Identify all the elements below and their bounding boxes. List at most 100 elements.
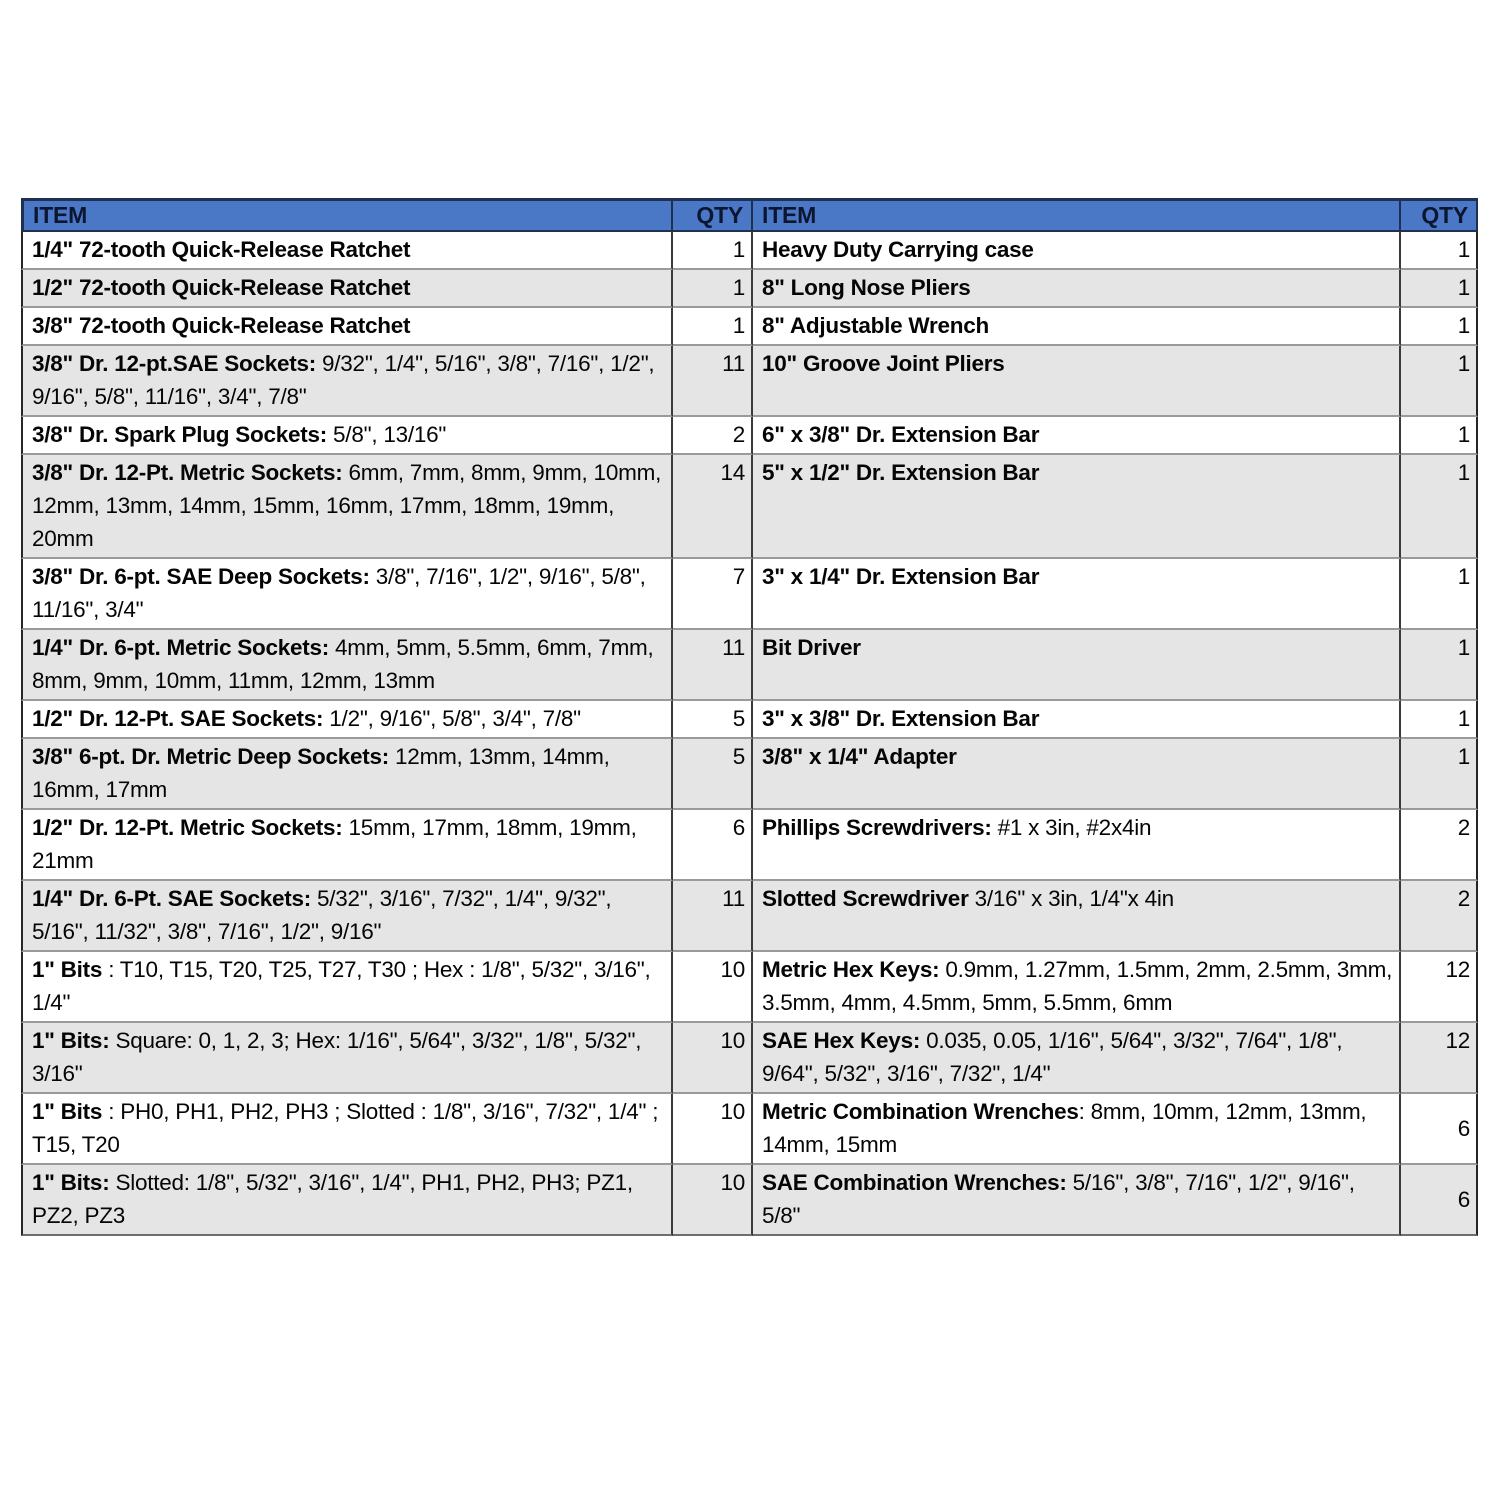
qty-cell: 1 xyxy=(1401,270,1478,308)
item-cell: 8" Adjustable Wrench xyxy=(753,308,1401,346)
item-name: 3/8" 6-pt. Dr. Metric Deep Sockets: xyxy=(32,744,390,769)
qty-cell: 1 xyxy=(1401,455,1478,559)
item-sizes: Slotted: 1/8", 5/32", 3/16", 1/4", PH1, … xyxy=(32,1170,633,1228)
parts-table-body: 1/4" 72-tooth Quick-Release Ratchet 1 Heav… xyxy=(21,232,1478,1236)
item-name: Phillips Screwdrivers: xyxy=(762,815,992,840)
table-row: 3/8" 6-pt. Dr. Metric Deep Sockets: 12mm… xyxy=(21,739,1478,810)
table-row: 3/8" Dr. 6-pt. SAE Deep Sockets: 3/8", 7… xyxy=(21,559,1478,630)
item-name: 1" Bits xyxy=(32,957,103,982)
item-name: 5" x 1/2" Dr. Extension Bar xyxy=(762,460,1040,485)
qty-cell: 10 xyxy=(673,1165,753,1236)
item-cell: 10" Groove Joint Pliers xyxy=(753,346,1401,417)
table-row: 1" Bits: Square: 0, 1, 2, 3; Hex: 1/16",… xyxy=(21,1023,1478,1094)
item-cell: 3" x 3/8" Dr. Extension Bar xyxy=(753,701,1401,739)
qty-cell: 12 xyxy=(1401,952,1478,1023)
item-cell: Metric Combination Wrenches: 8mm, 10mm, … xyxy=(753,1094,1401,1165)
item-cell: 8" Long Nose Pliers xyxy=(753,270,1401,308)
item-name: 10" Groove Joint Pliers xyxy=(762,351,1005,376)
item-cell: SAE Hex Keys: 0.035, 0.05, 1/16", 5/64",… xyxy=(753,1023,1401,1094)
item-cell: 3/8" Dr. 12-Pt. Metric Sockets: 6mm, 7mm… xyxy=(21,455,673,559)
item-name: 3/8" Dr. 6-pt. SAE Deep Sockets: xyxy=(32,564,370,589)
item-cell: 3/8" Dr. Spark Plug Sockets: 5/8", 13/16… xyxy=(21,417,673,455)
qty-cell: 6 xyxy=(1401,1094,1478,1165)
item-name: 8" Adjustable Wrench xyxy=(762,313,989,338)
item-name: 3/8" Dr. Spark Plug Sockets: xyxy=(32,422,328,447)
item-name: 1/4" Dr. 6-Pt. SAE Sockets: xyxy=(32,886,312,911)
header-row: ITEM QTY ITEM QTY xyxy=(21,198,1478,232)
qty-cell: 10 xyxy=(673,952,753,1023)
table-row: 3/8" Dr. 12-Pt. Metric Sockets: 6mm, 7mm… xyxy=(21,455,1478,559)
item-sizes: 0.035, 0.05, 1/16", 5/64", 3/32", 7/64",… xyxy=(762,1028,1343,1086)
item-sizes: 0.9mm, 1.27mm, 1.5mm, 2mm, 2.5mm, 3mm, 3… xyxy=(762,957,1393,1015)
item-sizes: 12mm, 13mm, 14mm, 16mm, 17mm xyxy=(32,744,610,802)
item-cell: 3/8" 72-tooth Quick-Release Ratchet xyxy=(21,308,673,346)
item-name: Metric Hex Keys: xyxy=(762,957,940,982)
item-cell: 6" x 3/8" Dr. Extension Bar xyxy=(753,417,1401,455)
item-cell: SAE Combination Wrenches: 5/16", 3/8", 7… xyxy=(753,1165,1401,1236)
item-name: 1" Bits: xyxy=(32,1028,110,1053)
item-name: 1/4" 72-tooth Quick-Release Ratchet xyxy=(32,237,411,262)
qty-cell: 1 xyxy=(1401,417,1478,455)
item-name: Metric Combination Wrenches xyxy=(762,1099,1079,1124)
qty-cell: 6 xyxy=(673,810,753,881)
header-qty-right: QTY xyxy=(1401,198,1478,232)
header-item-left: ITEM xyxy=(21,198,673,232)
table-row: 1/2" 72-tooth Quick-Release Ratchet 1 8" L… xyxy=(21,270,1478,308)
item-cell: 1/4" Dr. 6-Pt. SAE Sockets: 5/32", 3/16"… xyxy=(21,881,673,952)
item-sizes: 5/32", 3/16", 7/32", 1/4", 9/32", 5/16",… xyxy=(32,886,612,944)
item-cell: Bit Driver xyxy=(753,630,1401,701)
item-cell: 3/8" Dr. 6-pt. SAE Deep Sockets: 3/8", 7… xyxy=(21,559,673,630)
item-name: 1" Bits xyxy=(32,1099,103,1124)
item-name: Heavy Duty Carrying case xyxy=(762,237,1034,262)
qty-cell: 2 xyxy=(673,417,753,455)
item-name: Bit Driver xyxy=(762,635,861,660)
item-cell: Metric Hex Keys: 0.9mm, 1.27mm, 1.5mm, 2… xyxy=(753,952,1401,1023)
item-cell: 5" x 1/2" Dr. Extension Bar xyxy=(753,455,1401,559)
item-sizes: 3/16" x 3in, 1/4"x 4in xyxy=(968,886,1175,911)
item-sizes: 15mm, 17mm, 18mm, 19mm, 21mm xyxy=(32,815,637,873)
item-sizes: 5/8", 13/16" xyxy=(327,422,447,447)
table-row: 3/8" Dr. Spark Plug Sockets: 5/8", 13/16… xyxy=(21,417,1478,455)
item-sizes: 6mm, 7mm, 8mm, 9mm, 10mm, 12mm, 13mm, 14… xyxy=(32,460,662,551)
item-cell: 1" Bits : PH0, PH1, PH2, PH3 ; Slotted :… xyxy=(21,1094,673,1165)
table-row: 1/4" Dr. 6-pt. Metric Sockets: 4mm, 5mm,… xyxy=(21,630,1478,701)
qty-cell: 1 xyxy=(1401,308,1478,346)
qty-cell: 11 xyxy=(673,346,753,417)
qty-cell: 1 xyxy=(1401,739,1478,810)
qty-cell: 2 xyxy=(1401,810,1478,881)
item-cell: 1/2" 72-tooth Quick-Release Ratchet xyxy=(21,270,673,308)
item-name: 1" Bits: xyxy=(32,1170,110,1195)
item-name: 3" x 3/8" Dr. Extension Bar xyxy=(762,706,1040,731)
table-row: 1/2" Dr. 12-Pt. Metric Sockets: 15mm, 17… xyxy=(21,810,1478,881)
qty-cell: 7 xyxy=(673,559,753,630)
header-item-right: ITEM xyxy=(753,198,1401,232)
item-sizes: 9/32", 1/4", 5/16", 3/8", 7/16", 1/2", 9… xyxy=(32,351,655,409)
qty-cell: 5 xyxy=(673,739,753,810)
item-cell: 1" Bits : T10, T15, T20, T25, T27, T30 ;… xyxy=(21,952,673,1023)
qty-cell: 11 xyxy=(673,881,753,952)
item-cell: 3/8" x 1/4" Adapter xyxy=(753,739,1401,810)
item-sizes: 3/8", 7/16", 1/2", 9/16", 5/8", 11/16", … xyxy=(32,564,646,622)
item-sizes: : T10, T15, T20, T25, T27, T30 ; Hex : 1… xyxy=(32,957,651,1015)
item-sizes: 1/2", 9/16", 5/8", 3/4", 7/8" xyxy=(323,706,581,731)
item-sizes: : 8mm, 10mm, 12mm, 13mm, 14mm, 15mm xyxy=(762,1099,1367,1157)
item-cell: 1/2" Dr. 12-Pt. Metric Sockets: 15mm, 17… xyxy=(21,810,673,881)
header-qty-left: QTY xyxy=(673,198,753,232)
table-row: 3/8" Dr. 12-pt.SAE Sockets: 9/32", 1/4",… xyxy=(21,346,1478,417)
item-name: Slotted Screwdriver xyxy=(762,886,969,911)
item-sizes: 4mm, 5mm, 5.5mm, 6mm, 7mm, 8mm, 9mm, 10m… xyxy=(32,635,654,693)
table-row: 1" Bits : T10, T15, T20, T25, T27, T30 ;… xyxy=(21,952,1478,1023)
item-cell: Slotted Screwdriver 3/16" x 3in, 1/4"x 4… xyxy=(753,881,1401,952)
table-row: 1/4" 72-tooth Quick-Release Ratchet 1 Heav… xyxy=(21,232,1478,270)
item-name: 1/2" Dr. 12-Pt. Metric Sockets: xyxy=(32,815,343,840)
item-name: SAE Combination Wrenches: xyxy=(762,1170,1067,1195)
item-sizes: Square: 0, 1, 2, 3; Hex: 1/16", 5/64", 3… xyxy=(32,1028,642,1086)
item-name: 3/8" Dr. 12-Pt. Metric Sockets: xyxy=(32,460,343,485)
qty-cell: 11 xyxy=(673,630,753,701)
item-cell: 1/4" 72-tooth Quick-Release Ratchet xyxy=(21,232,673,270)
qty-cell: 6 xyxy=(1401,1165,1478,1236)
qty-cell: 1 xyxy=(673,270,753,308)
qty-cell: 10 xyxy=(673,1094,753,1165)
item-cell: 3/8" 6-pt. Dr. Metric Deep Sockets: 12mm… xyxy=(21,739,673,810)
item-cell: Phillips Screwdrivers: #1 x 3in, #2x4in xyxy=(753,810,1401,881)
